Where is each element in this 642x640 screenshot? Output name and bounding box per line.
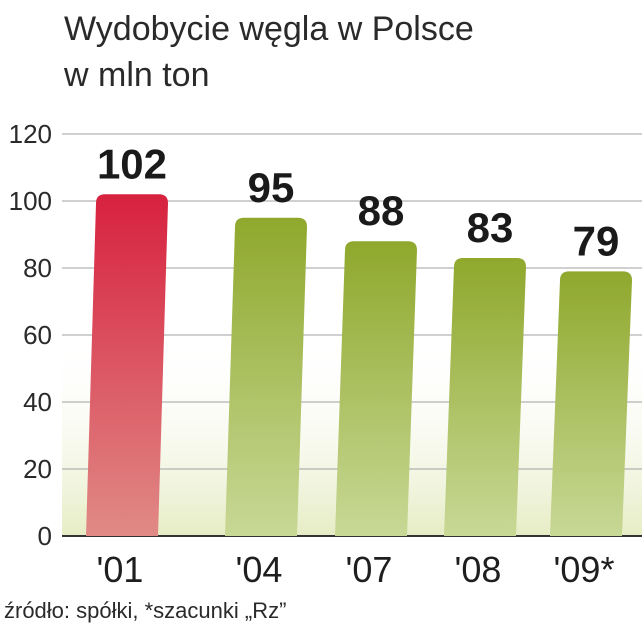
value-label: 95 — [248, 164, 295, 211]
y-tick-label: 60 — [23, 320, 52, 350]
x-tick-label: '09* — [554, 549, 615, 590]
bar-04 — [225, 217, 307, 536]
x-tick-label: '04 — [236, 549, 283, 590]
y-tick-label: 20 — [23, 454, 52, 484]
bar-08 — [444, 257, 526, 536]
y-tick-label: 40 — [23, 387, 52, 417]
chart-title: Wydobycie węgla w Polsce — [64, 10, 474, 48]
x-axis: '01 '04 '07 '08 '09* — [97, 549, 615, 590]
bar-07 — [335, 241, 417, 536]
chart-subtitle: w mln ton — [64, 56, 210, 94]
y-axis: 0 20 40 60 80 100 120 — [9, 119, 52, 551]
source-note: źródło: spółki, *szacunki „Rz” — [4, 598, 287, 623]
x-tick-label: '08 — [455, 549, 502, 590]
y-tick-label: 100 — [9, 186, 52, 216]
x-tick-label: '01 — [97, 549, 144, 590]
value-label: 83 — [467, 204, 514, 251]
chart-title-block: Wydobycie węgla w Polsce w mln ton — [64, 6, 474, 98]
y-tick-label: 120 — [9, 119, 52, 149]
value-label: 88 — [358, 187, 405, 234]
value-labels: 102 95 88 83 79 — [97, 140, 619, 264]
bars — [86, 194, 632, 537]
bar-09 — [550, 271, 632, 536]
value-label: 102 — [97, 140, 167, 187]
x-tick-label: '07 — [346, 549, 393, 590]
y-tick-label: 0 — [38, 521, 52, 551]
value-label: 79 — [573, 217, 620, 264]
bar-01 — [86, 194, 168, 537]
y-tick-label: 80 — [23, 253, 52, 283]
bar-chart: 0 20 40 60 80 100 120 102 95 88 83 79 '01 '04 '07 '08… — [9, 119, 642, 590]
